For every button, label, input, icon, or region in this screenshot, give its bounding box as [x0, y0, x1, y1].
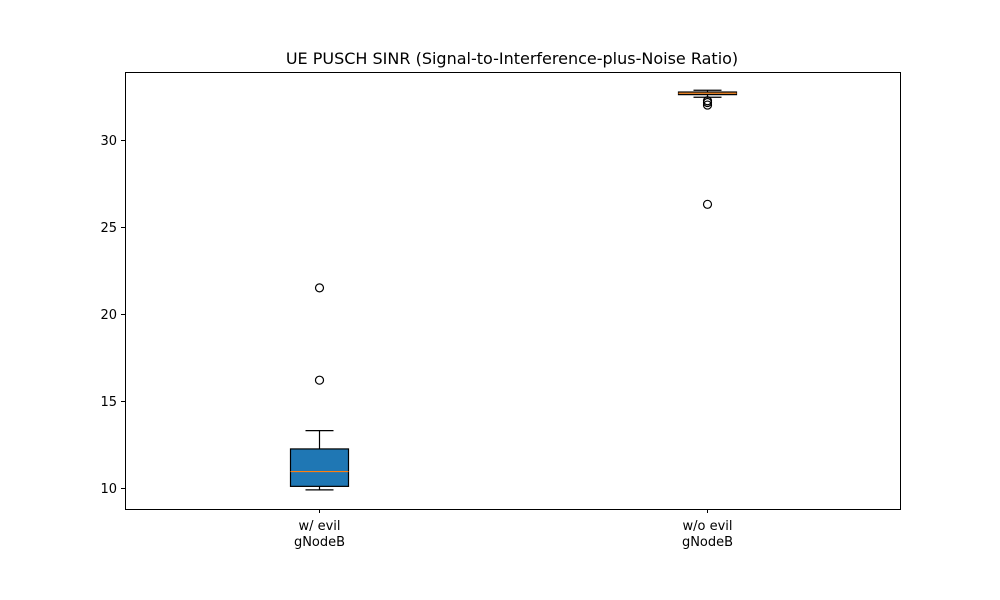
outlier-point	[702, 199, 713, 209]
box-group	[677, 89, 738, 209]
x-tick-label-line2: gNodeB	[682, 535, 733, 550]
box-plots	[289, 89, 738, 491]
iqr-box	[289, 448, 350, 487]
x-tick-label-line1: w/o evil	[682, 519, 732, 534]
x-tick-label-line2: gNodeB	[294, 535, 345, 550]
y-tick-label: 10	[100, 482, 117, 497]
outlier-point	[314, 375, 325, 385]
y-tick-label: 30	[100, 134, 117, 149]
y-tick-label: 20	[100, 308, 117, 323]
y-tick-label: 15	[100, 395, 117, 410]
outlier-point	[702, 100, 713, 110]
plot-area	[125, 72, 901, 510]
outlier-point	[702, 96, 713, 106]
box-group	[289, 283, 350, 491]
chart-title: UE PUSCH SINR (Signal-to-Interference-pl…	[286, 49, 738, 68]
x-tick-label-line1: w/ evil	[298, 519, 340, 534]
y-tick-label: 25	[100, 221, 117, 236]
outlier-point	[314, 283, 325, 293]
y-axis: 10 15 20 25 30	[100, 134, 125, 497]
